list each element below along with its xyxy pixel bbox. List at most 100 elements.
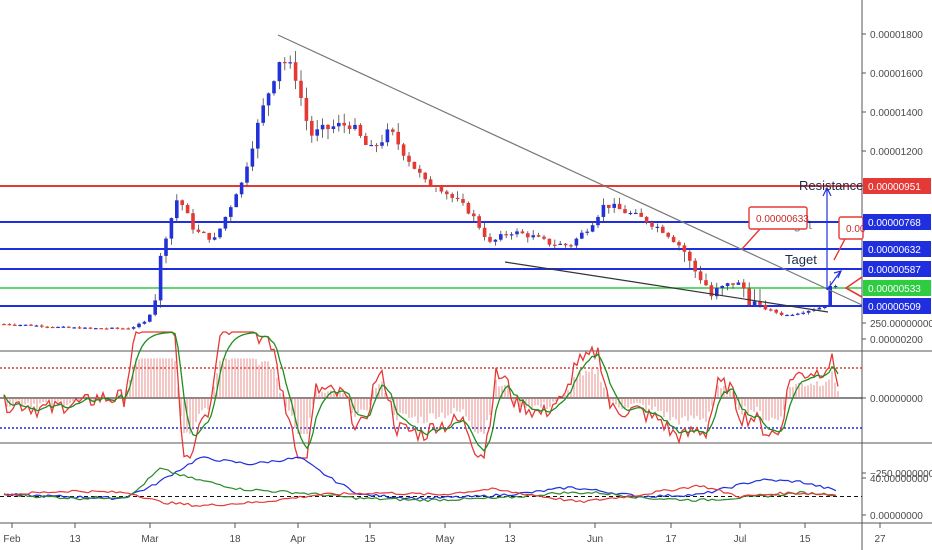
candle-down bbox=[769, 309, 773, 311]
adx-tick-label: 0.00000000 bbox=[870, 511, 923, 522]
candle-down bbox=[677, 242, 681, 246]
candle-down bbox=[401, 144, 406, 156]
adx-line-green bbox=[3, 467, 837, 503]
candle-down bbox=[115, 327, 120, 329]
candles-group bbox=[2, 50, 838, 330]
candle-down bbox=[50, 326, 55, 329]
level-badge bbox=[863, 214, 931, 230]
candle-down bbox=[466, 202, 471, 214]
candle-down bbox=[526, 233, 530, 238]
candle-up bbox=[94, 328, 98, 330]
candle-down bbox=[472, 213, 476, 217]
candle-down bbox=[731, 283, 735, 285]
candle-down bbox=[13, 324, 17, 326]
candle-up bbox=[612, 203, 616, 208]
candle-up bbox=[272, 81, 276, 94]
candle-up bbox=[34, 325, 39, 327]
candle-up bbox=[245, 166, 249, 183]
candle-down bbox=[202, 231, 206, 234]
adx-line-blue bbox=[3, 456, 837, 501]
candle-down bbox=[428, 179, 433, 186]
candle-up bbox=[596, 216, 600, 226]
candle-down bbox=[412, 161, 417, 169]
osc-main-line bbox=[3, 331, 839, 460]
osc-tick-label: 250.00000000 bbox=[870, 319, 932, 330]
candle-up bbox=[817, 307, 822, 310]
candle-down bbox=[742, 282, 746, 289]
candle-down bbox=[488, 237, 492, 242]
level-badge bbox=[863, 241, 931, 257]
candle-up bbox=[725, 283, 730, 286]
candle-up bbox=[229, 207, 233, 217]
candle-down bbox=[396, 131, 400, 145]
callout-pointer bbox=[833, 238, 846, 261]
x-tick-label: 13 bbox=[69, 534, 81, 545]
candle-up bbox=[261, 105, 265, 123]
level-badge-label: 0.00000632 bbox=[868, 245, 921, 256]
candle-up bbox=[212, 237, 217, 240]
candle-up bbox=[601, 204, 606, 217]
candle-down bbox=[709, 285, 714, 297]
candle-down bbox=[104, 328, 109, 330]
candle-down bbox=[310, 120, 314, 136]
candle-down bbox=[650, 222, 654, 227]
candle-down bbox=[439, 185, 444, 192]
level-badge bbox=[863, 280, 931, 296]
candle-up bbox=[277, 62, 282, 82]
level-badge bbox=[863, 298, 931, 314]
candle-down bbox=[779, 312, 784, 316]
candle-up bbox=[531, 235, 535, 238]
candle-down bbox=[547, 238, 552, 245]
candle-up bbox=[320, 124, 325, 130]
candle-up bbox=[153, 300, 157, 315]
candle-up bbox=[169, 218, 174, 239]
callout-pointer bbox=[741, 228, 761, 250]
candle-down bbox=[774, 309, 778, 313]
candle-down bbox=[185, 205, 190, 214]
target-label-lower: Taget bbox=[785, 252, 817, 267]
x-tick-label: Apr bbox=[290, 534, 306, 545]
trend-line-upper bbox=[277, 34, 863, 306]
candle-down bbox=[520, 231, 525, 234]
candle-down bbox=[207, 232, 211, 240]
candle-down bbox=[445, 191, 449, 195]
candle-down bbox=[536, 235, 541, 237]
trend-line-lower bbox=[504, 261, 829, 313]
candle-down bbox=[67, 326, 71, 328]
candle-down bbox=[688, 251, 692, 261]
candle-down bbox=[304, 97, 309, 121]
callout-text: 0.00000633 bbox=[756, 214, 809, 225]
candle-down bbox=[704, 280, 708, 286]
candle-up bbox=[493, 239, 498, 242]
candle-up bbox=[590, 225, 595, 232]
callout-text: 0.00 bbox=[846, 224, 866, 235]
level-badge bbox=[863, 261, 931, 277]
candle-up bbox=[353, 124, 357, 130]
candle-up bbox=[158, 255, 163, 301]
candle-up bbox=[239, 182, 244, 195]
candle-up bbox=[585, 231, 589, 233]
x-tick-label: Jun bbox=[587, 534, 603, 545]
candle-up bbox=[801, 312, 805, 314]
candle-down bbox=[391, 129, 395, 132]
candle-down bbox=[682, 245, 687, 252]
candle-up bbox=[736, 282, 741, 285]
candle-up bbox=[218, 228, 222, 238]
level-badge-label: 0.00000768 bbox=[868, 218, 921, 229]
x-tick-label: Feb bbox=[3, 534, 21, 545]
candle-up bbox=[369, 144, 373, 147]
candle-up bbox=[628, 212, 633, 215]
candle-down bbox=[299, 80, 303, 98]
candle-down bbox=[666, 232, 670, 237]
red-pointer bbox=[844, 276, 863, 298]
y-tick-label: 0.00001800 bbox=[870, 30, 923, 41]
resistance-label: Resistance bbox=[799, 178, 863, 193]
level-badge bbox=[863, 178, 931, 194]
candle-down bbox=[553, 244, 557, 246]
level-badge-label: 0.00000951 bbox=[868, 182, 921, 193]
candle-down bbox=[504, 234, 508, 236]
candle-up bbox=[164, 238, 168, 256]
candle-up bbox=[56, 326, 60, 329]
candle-up bbox=[83, 327, 87, 329]
